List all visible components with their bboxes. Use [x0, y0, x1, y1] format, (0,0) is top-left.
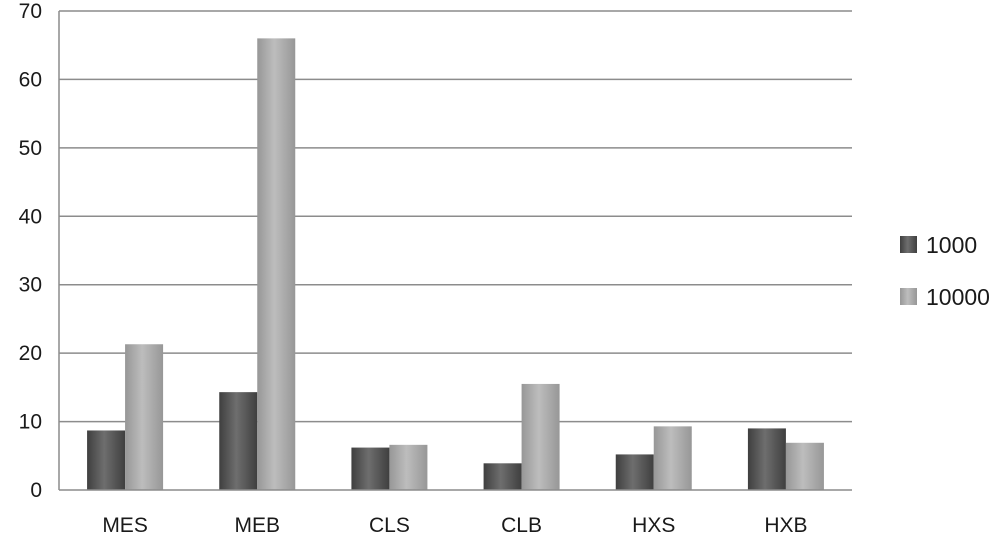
y-axis-tick-labels: 0 10 20 30 40 50 60 70 — [19, 0, 42, 502]
y-tick-label: 30 — [19, 274, 42, 297]
legend-label-10000: 10000 — [926, 284, 990, 310]
bar-meb-series-1000 — [219, 392, 258, 490]
bar-mes-series-1000 — [87, 430, 126, 490]
bar-meb-series-10000 — [257, 38, 296, 490]
x-tick-label: HXB — [764, 514, 807, 537]
legend-swatch-10000 — [900, 288, 917, 305]
legend-label-1000: 1000 — [926, 232, 977, 258]
bars-layer — [87, 38, 824, 490]
y-tick-label: 50 — [19, 137, 42, 160]
x-tick-label: HXS — [632, 514, 675, 537]
bar-cls-series-1000 — [351, 447, 390, 490]
bar-cls-series-10000 — [389, 444, 428, 490]
x-tick-label: MEB — [234, 514, 280, 537]
bar-mes-series-10000 — [125, 344, 164, 490]
y-tick-label: 70 — [19, 0, 42, 23]
axis-lines — [58, 11, 852, 491]
bar-clb-series-1000 — [483, 463, 522, 490]
x-tick-label: CLB — [501, 514, 542, 537]
y-tick-label: 10 — [19, 411, 42, 434]
x-axis-tick-labels: MES MEB CLS CLB HXS HXB — [102, 514, 807, 537]
bar-hxb-series-1000 — [747, 428, 786, 490]
legend-swatch-1000 — [900, 236, 917, 253]
y-tick-label: 60 — [19, 68, 42, 91]
bar-hxs-series-1000 — [615, 454, 654, 490]
y-tick-label: 20 — [19, 342, 42, 365]
grid-layer — [59, 10, 852, 423]
bar-hxb-series-10000 — [785, 442, 824, 490]
x-tick-label: MES — [102, 514, 148, 537]
bar-clb-series-10000 — [521, 383, 560, 490]
y-tick-label: 0 — [30, 479, 42, 502]
bar-hxs-series-10000 — [653, 426, 692, 490]
legend: 1000 10000 — [900, 232, 990, 310]
y-tick-label: 40 — [19, 205, 42, 228]
x-tick-label: CLS — [369, 514, 410, 537]
